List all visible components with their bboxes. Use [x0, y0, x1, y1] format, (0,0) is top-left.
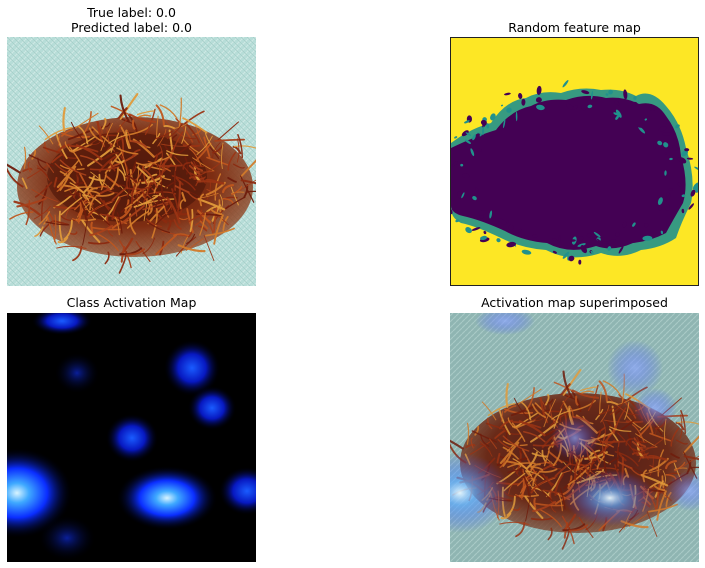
- feature-map-title: Random feature map: [508, 20, 641, 35]
- cam-title: Class Activation Map: [66, 295, 197, 310]
- saffron-photo: [7, 37, 256, 286]
- true-label-text: True label: 0.0: [87, 5, 176, 20]
- superimposed-title: Activation map superimposed: [481, 295, 668, 310]
- random-feature-map: [450, 37, 699, 286]
- class-activation-map: [7, 313, 256, 562]
- activation-map-superimposed: [450, 313, 699, 562]
- feature-map-heatmap: [451, 38, 698, 285]
- cam-heatmap: [7, 313, 256, 562]
- original-image: [7, 37, 256, 286]
- superimposed-image: [450, 313, 699, 562]
- predicted-label-text: Predicted label: 0.0: [71, 20, 192, 35]
- original-image-title: True label: 0.0 Predicted label: 0.0: [7, 5, 256, 35]
